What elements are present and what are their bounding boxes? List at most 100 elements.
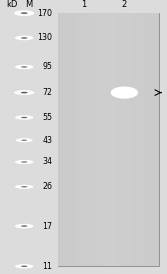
Ellipse shape <box>22 13 26 14</box>
Ellipse shape <box>122 92 127 94</box>
Ellipse shape <box>21 139 28 141</box>
Ellipse shape <box>16 36 32 40</box>
Ellipse shape <box>15 36 33 40</box>
Ellipse shape <box>17 161 31 164</box>
Ellipse shape <box>17 224 31 228</box>
Ellipse shape <box>22 37 27 39</box>
Ellipse shape <box>19 91 30 94</box>
Ellipse shape <box>17 224 32 228</box>
Ellipse shape <box>17 91 31 94</box>
Ellipse shape <box>16 11 33 16</box>
Ellipse shape <box>17 36 32 40</box>
Ellipse shape <box>21 37 28 39</box>
Ellipse shape <box>16 264 33 268</box>
Bar <box>88 13 91 266</box>
Ellipse shape <box>16 264 32 268</box>
Ellipse shape <box>21 37 28 39</box>
Ellipse shape <box>119 90 130 95</box>
Ellipse shape <box>112 87 137 98</box>
Ellipse shape <box>19 185 30 188</box>
Ellipse shape <box>16 65 32 69</box>
Ellipse shape <box>21 92 27 93</box>
Ellipse shape <box>17 185 31 189</box>
Ellipse shape <box>17 265 31 268</box>
Ellipse shape <box>20 266 28 267</box>
Ellipse shape <box>18 11 31 15</box>
Ellipse shape <box>18 65 30 68</box>
Ellipse shape <box>17 116 31 119</box>
Ellipse shape <box>19 116 30 119</box>
Ellipse shape <box>17 138 32 142</box>
Ellipse shape <box>117 89 132 96</box>
Ellipse shape <box>121 91 128 94</box>
Bar <box>149 13 152 266</box>
Ellipse shape <box>17 185 32 189</box>
Ellipse shape <box>23 226 26 227</box>
Ellipse shape <box>123 92 126 93</box>
Ellipse shape <box>121 91 128 94</box>
Ellipse shape <box>19 225 30 227</box>
Text: 72: 72 <box>43 88 53 97</box>
Ellipse shape <box>18 224 30 228</box>
Ellipse shape <box>17 160 31 164</box>
Ellipse shape <box>22 161 27 162</box>
Bar <box>116 13 119 266</box>
Ellipse shape <box>17 139 31 142</box>
Ellipse shape <box>17 91 32 95</box>
Ellipse shape <box>17 91 31 94</box>
Ellipse shape <box>14 10 34 16</box>
Ellipse shape <box>120 91 129 95</box>
Ellipse shape <box>117 89 132 96</box>
Ellipse shape <box>18 224 31 228</box>
Ellipse shape <box>22 37 27 39</box>
Ellipse shape <box>111 87 137 98</box>
Bar <box>121 13 124 266</box>
Ellipse shape <box>22 13 26 14</box>
Ellipse shape <box>21 117 28 118</box>
Ellipse shape <box>21 186 28 187</box>
Ellipse shape <box>20 66 29 68</box>
Ellipse shape <box>17 185 31 188</box>
Ellipse shape <box>15 160 33 164</box>
Ellipse shape <box>115 88 134 97</box>
Ellipse shape <box>22 117 27 118</box>
Ellipse shape <box>15 185 33 189</box>
Ellipse shape <box>20 92 29 94</box>
Ellipse shape <box>16 185 33 189</box>
Ellipse shape <box>121 91 127 94</box>
Text: 1: 1 <box>81 0 86 9</box>
Bar <box>157 13 159 266</box>
Ellipse shape <box>111 87 138 99</box>
Ellipse shape <box>15 90 34 95</box>
Ellipse shape <box>21 37 27 39</box>
Ellipse shape <box>16 160 33 164</box>
Ellipse shape <box>16 185 32 189</box>
Ellipse shape <box>21 66 27 68</box>
Ellipse shape <box>16 36 33 40</box>
Ellipse shape <box>16 11 32 15</box>
Ellipse shape <box>118 90 131 96</box>
Text: 170: 170 <box>38 9 53 18</box>
Ellipse shape <box>20 12 29 14</box>
Ellipse shape <box>16 116 33 119</box>
Ellipse shape <box>22 266 27 267</box>
Ellipse shape <box>20 116 28 118</box>
Ellipse shape <box>21 37 27 39</box>
Ellipse shape <box>18 116 30 119</box>
Ellipse shape <box>21 92 28 93</box>
Ellipse shape <box>18 91 30 94</box>
Ellipse shape <box>18 161 30 163</box>
Ellipse shape <box>17 65 32 69</box>
Ellipse shape <box>21 12 27 14</box>
Ellipse shape <box>116 89 133 96</box>
Ellipse shape <box>16 116 32 119</box>
Text: 43: 43 <box>43 136 53 145</box>
Ellipse shape <box>19 12 30 15</box>
Ellipse shape <box>16 224 32 228</box>
Ellipse shape <box>20 225 29 227</box>
Ellipse shape <box>18 139 30 142</box>
Ellipse shape <box>15 115 33 119</box>
Ellipse shape <box>21 139 28 141</box>
Ellipse shape <box>18 265 30 268</box>
Ellipse shape <box>19 37 30 39</box>
